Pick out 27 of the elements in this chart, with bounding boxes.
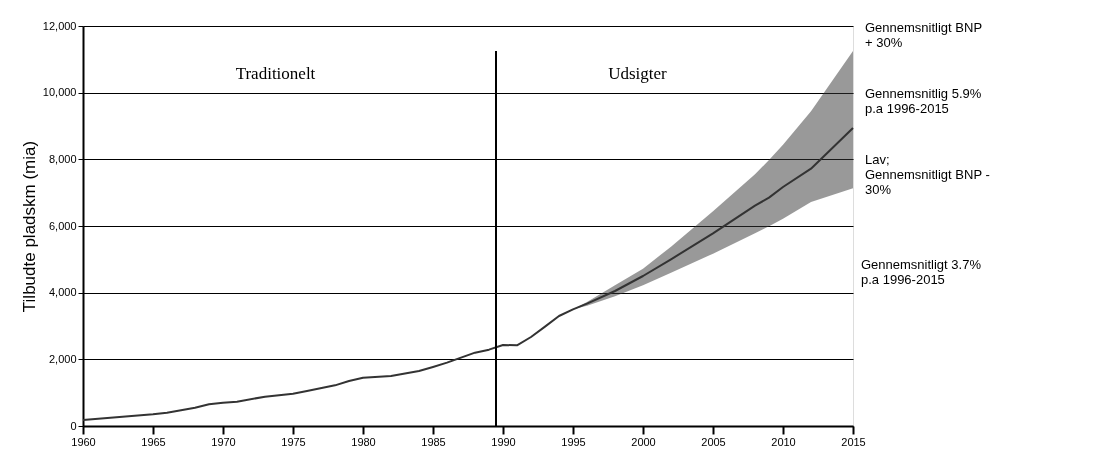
annotation: Traditionelt — [235, 64, 316, 83]
x-tick-label: 1965 — [141, 435, 166, 448]
y-tick-label: 12,000 — [42, 19, 77, 32]
y-tick-label: 0 — [70, 419, 77, 432]
x-tick-label: 1980 — [351, 435, 376, 448]
x-tick-label: 1995 — [561, 435, 586, 448]
x-tick-label: 1975 — [281, 435, 306, 448]
x-tick-label: 2010 — [771, 435, 796, 448]
y-tick-label: 6,000 — [48, 219, 77, 232]
text: Lav; Gennemsnitligt BNP - 30% — [865, 152, 990, 197]
text: Gennemsnitligt 3.7% p.a 1996-2015 — [861, 257, 982, 287]
text: Gennemsnitligt BNP + 30% — [865, 20, 983, 50]
y-tick-label: 2,000 — [48, 352, 77, 365]
annotation: Udsigter — [608, 64, 668, 83]
y-tick-label: 10,000 — [42, 86, 77, 99]
x-tick-label: 1970 — [211, 435, 236, 448]
y-axis-title: Tilbudte pladskm (mia) — [19, 140, 39, 313]
y-tick-label: 8,000 — [48, 152, 77, 165]
line-series — [82, 127, 854, 421]
x-tick-label: 2005 — [701, 435, 726, 448]
x-tick-label: 2015 — [841, 435, 866, 448]
x-tick-label: 2000 — [631, 435, 656, 448]
y-tick-label: 4,000 — [48, 286, 77, 299]
x-tick-label: 1990 — [491, 435, 516, 448]
text: Gennemsnitlig 5.9% p.a 1996-2015 — [865, 86, 982, 116]
x-tick-label: 1960 — [71, 435, 96, 448]
x-tick-label: 1985 — [421, 435, 446, 448]
